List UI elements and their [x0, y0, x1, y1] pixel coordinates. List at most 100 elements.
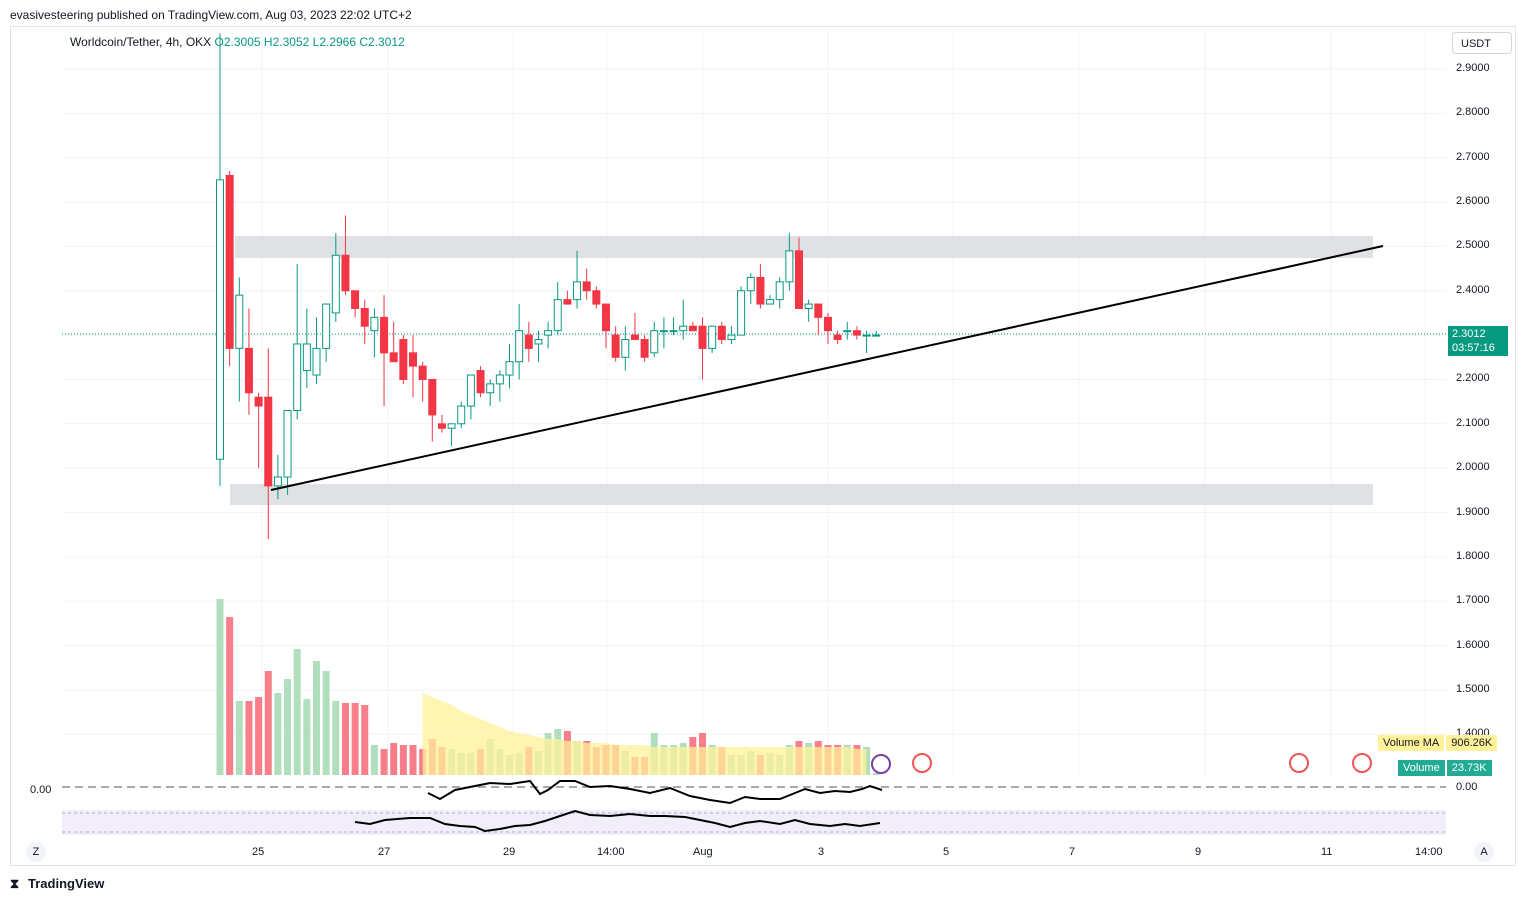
osc-zero-left: 0.00: [30, 784, 52, 796]
candle-body: [756, 276, 765, 305]
price-tick: 1.7000: [1456, 594, 1490, 607]
candle-body: [225, 174, 234, 349]
volume-bar: [274, 693, 282, 775]
candle-body: [804, 303, 813, 309]
volume-bar: [303, 699, 311, 775]
candle-body: [264, 396, 273, 487]
brand-name: TradingView: [28, 876, 105, 891]
currency-button[interactable]: USDT: [1452, 32, 1512, 54]
candle-body: [737, 290, 746, 336]
candle-body: [293, 343, 302, 411]
countdown-value: 03:57:16: [1452, 342, 1495, 354]
volume-ma-value: 906.26K: [1446, 735, 1498, 751]
candle-body: [360, 307, 369, 327]
volume-ma-area: [422, 693, 867, 775]
resistance-band: [235, 236, 1373, 258]
rsi-line: [354, 809, 881, 833]
time-tick: 11: [1321, 846, 1333, 858]
symbol-name: Worldcoin/Tether, 4h, OKX: [70, 35, 212, 49]
candle-body: [573, 281, 582, 301]
candle-body: [746, 276, 755, 292]
brand-logo[interactable]: ⧗ TradingView: [10, 876, 104, 892]
candle-body: [659, 330, 668, 333]
symbol-legend: Worldcoin/Tether, 4h, OKX O2.3005 H2.305…: [70, 35, 405, 49]
candle-body: [785, 250, 794, 283]
time-tick: 3: [818, 846, 825, 858]
candle-body: [418, 365, 427, 380]
candle-body: [698, 325, 707, 349]
zoom-toggle-button[interactable]: Z: [26, 842, 46, 862]
candle-body: [399, 339, 408, 380]
candle-body: [341, 254, 350, 292]
candle-body: [795, 250, 803, 309]
candle-body: [872, 334, 881, 337]
us-flag-event-icon: [1352, 753, 1372, 773]
candle-body: [370, 316, 379, 332]
candle-body: [852, 330, 861, 336]
time-tick: Aug: [693, 846, 713, 858]
volume-bar: [235, 701, 243, 775]
publisher-line: evasivesteering published on TradingView…: [10, 8, 412, 22]
price-tick: 2.1000: [1456, 416, 1490, 429]
volume-tag: Volume 23.73K: [1398, 760, 1492, 776]
volume-bar: [255, 697, 263, 775]
candle-body: [563, 299, 572, 305]
candle-body: [216, 179, 224, 460]
candle-body: [524, 334, 533, 349]
candle-body: [244, 347, 253, 394]
candle-body: [602, 303, 610, 332]
candle-body: [351, 290, 360, 309]
candle-body: [254, 396, 263, 407]
volume-bar: [872, 773, 880, 775]
candle-body: [235, 294, 244, 349]
candle-body: [621, 339, 630, 358]
time-tick: 29: [503, 846, 516, 858]
candle-body: [862, 334, 871, 337]
candle-body: [688, 325, 697, 332]
candle-body: [843, 330, 852, 333]
volume-bar: [351, 703, 359, 775]
candle-body: [544, 330, 553, 336]
last-price-tag: 2.3012 03:57:16: [1448, 326, 1508, 356]
grid: [62, 30, 1446, 778]
auto-scale-button[interactable]: A: [1474, 842, 1494, 862]
volume-bar: [226, 617, 234, 775]
price-tick: 2.2000: [1456, 372, 1490, 385]
volume-bar: [370, 745, 378, 775]
volume-bar: [399, 745, 407, 775]
volume-bar: [264, 671, 272, 775]
candle-body: [322, 303, 331, 349]
candle-body: [515, 330, 524, 363]
candle-body: [428, 378, 437, 416]
us-flag-event-icon: [912, 753, 932, 773]
candle-body: [302, 343, 311, 372]
candle-body: [283, 409, 292, 478]
volume-bar: [361, 705, 369, 775]
price-tick: 1.8000: [1456, 549, 1490, 562]
volume-bar: [284, 679, 292, 775]
candle-body: [534, 339, 543, 345]
volume-bars: [216, 599, 880, 775]
candle-body: [457, 405, 466, 425]
candle-body: [823, 316, 832, 332]
support-band: [230, 484, 1373, 505]
volume-value: 23.73K: [1446, 760, 1492, 776]
time-tick: 27: [378, 846, 391, 858]
volume-bar: [245, 701, 253, 775]
ascending-trendline: [270, 245, 1384, 491]
time-tick: 14:00: [1415, 846, 1443, 858]
volume-bar: [332, 701, 340, 775]
candle-body: [273, 476, 282, 487]
chart-frame: [10, 26, 1516, 866]
candle-body: [611, 334, 620, 358]
candle-body: [486, 383, 495, 394]
candle-body: [814, 303, 823, 318]
price-tick: 1.6000: [1456, 638, 1490, 651]
volume-bar: [380, 749, 388, 775]
time-tick: 25: [252, 846, 265, 858]
oscillator-panes: [62, 753, 1446, 835]
candle-body: [708, 325, 717, 349]
volume-bar: [322, 671, 330, 775]
volume-bar: [313, 661, 320, 775]
